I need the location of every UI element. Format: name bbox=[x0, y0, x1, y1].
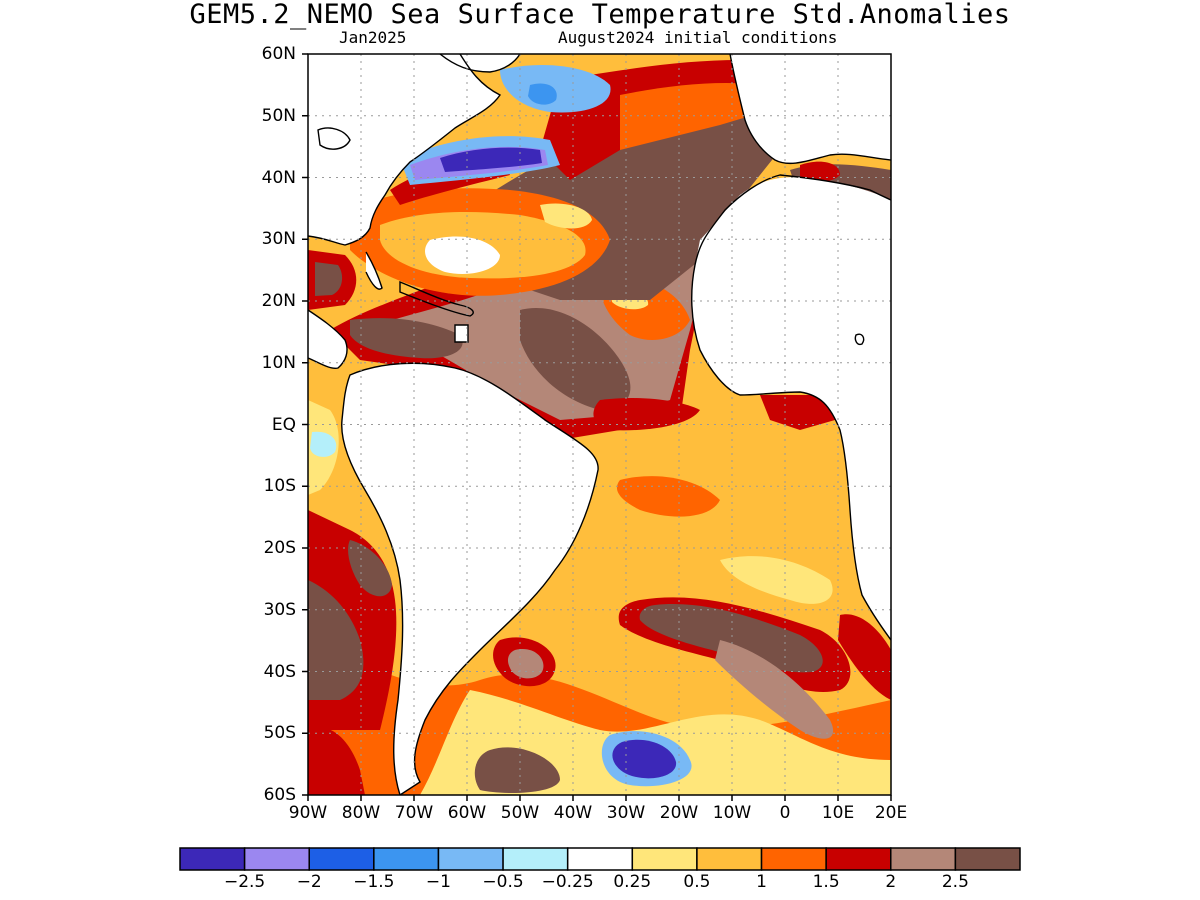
colorbar-label: −1.5 bbox=[353, 872, 395, 892]
longitude-label: 70W bbox=[394, 803, 434, 823]
anomaly-region bbox=[350, 318, 463, 359]
longitude-label: 90W bbox=[288, 803, 328, 823]
anomaly-region bbox=[800, 161, 840, 182]
colorbar-swatch bbox=[502, 847, 569, 871]
colorbar-label: 2 bbox=[885, 872, 897, 892]
colorbar-swatch bbox=[631, 847, 698, 871]
anomaly-region bbox=[308, 580, 364, 700]
land-central-america bbox=[308, 310, 348, 369]
anomaly-region bbox=[310, 431, 337, 457]
colorbar-swatch bbox=[890, 847, 957, 871]
latitude-label: 20S bbox=[263, 538, 296, 558]
colorbar-label: −0.5 bbox=[482, 872, 524, 892]
colorbar-label: 2.5 bbox=[941, 872, 969, 892]
anomaly-region bbox=[540, 203, 592, 229]
colorbar-label: 0.5 bbox=[683, 872, 711, 892]
colorbar-label: −2 bbox=[296, 872, 322, 892]
latitude-label: 40N bbox=[261, 167, 296, 188]
land-africa bbox=[691, 177, 891, 640]
anomaly-region bbox=[425, 236, 500, 275]
longitude-label: 50W bbox=[500, 803, 540, 823]
latitude-label: 60N bbox=[261, 44, 296, 64]
anomaly-region bbox=[612, 739, 677, 779]
colorbar-swatch bbox=[373, 847, 440, 871]
forecast-month: Jan2025 bbox=[339, 28, 407, 47]
colorbar-swatch bbox=[308, 847, 375, 871]
latitude-label: 40S bbox=[263, 661, 296, 682]
colorbar-label: −2.5 bbox=[223, 872, 266, 892]
longitude-label: 30W bbox=[606, 803, 646, 823]
anomaly-region bbox=[720, 556, 833, 604]
colorbar-label: 0.25 bbox=[613, 872, 652, 892]
colorbar-swatch bbox=[760, 847, 827, 871]
anomaly-region bbox=[348, 540, 392, 597]
colorbar-label: −1 bbox=[425, 872, 451, 892]
latitude-label: 50N bbox=[261, 105, 296, 126]
anomaly-region bbox=[593, 398, 700, 431]
colorbar-label: −0.25 bbox=[541, 872, 594, 892]
longitude-label: 80W bbox=[341, 803, 381, 823]
longitude-label: 40W bbox=[553, 803, 593, 823]
map-title: GEM5.2_NEMO Sea Surface Temperature Std.… bbox=[189, 0, 1011, 30]
land-europe bbox=[730, 54, 891, 164]
longitude-label: 0 bbox=[779, 803, 791, 823]
land-florida bbox=[366, 252, 382, 290]
colorbar-swatch bbox=[437, 847, 504, 871]
longitude-label: 10E bbox=[821, 803, 855, 823]
anomaly-region bbox=[500, 65, 611, 113]
colorbar-swatch bbox=[243, 847, 310, 871]
colorbar-swatch bbox=[696, 847, 763, 871]
anomaly-region bbox=[507, 649, 544, 679]
latitude-label: 10S bbox=[263, 476, 296, 497]
graticule bbox=[308, 54, 891, 795]
anomaly-region bbox=[639, 604, 823, 673]
latitude-label: EQ bbox=[271, 414, 296, 435]
colorbar-label: 1.5 bbox=[812, 872, 840, 892]
anomaly-region bbox=[528, 83, 557, 105]
anomaly-region bbox=[715, 640, 834, 739]
land-south-america bbox=[341, 363, 599, 795]
anomaly-region bbox=[308, 727, 365, 795]
latitude-label: 30S bbox=[263, 599, 296, 620]
coastlines bbox=[308, 54, 891, 795]
colorbar-label: 1 bbox=[756, 872, 767, 892]
anomaly-region bbox=[620, 83, 770, 150]
latitude-label: 20N bbox=[261, 291, 296, 311]
latitude-label: 30N bbox=[261, 229, 296, 250]
colorbar-swatch bbox=[179, 847, 246, 871]
anomaly-region bbox=[474, 747, 560, 793]
axis-ticks bbox=[302, 53, 892, 801]
longitude-label: 20E bbox=[874, 803, 908, 823]
colorbar-swatch bbox=[954, 847, 1021, 871]
longitude-label: 60W bbox=[447, 803, 487, 823]
longitude-label: 10W bbox=[712, 803, 752, 823]
anomaly-region bbox=[760, 395, 835, 430]
colorbar-swatch bbox=[566, 847, 634, 871]
latitude-label: 50S bbox=[263, 723, 296, 744]
anomaly-region bbox=[315, 262, 343, 296]
land-north-america bbox=[308, 54, 500, 245]
land-greenland-iceland bbox=[440, 54, 520, 72]
anomaly-region bbox=[838, 614, 891, 700]
anomaly-region bbox=[520, 308, 631, 410]
latitude-label: 10N bbox=[261, 352, 296, 373]
longitude-label: 20W bbox=[659, 803, 699, 823]
latitude-label: 60S bbox=[263, 785, 296, 805]
colorbar-swatch bbox=[825, 847, 892, 871]
anomaly-region bbox=[440, 147, 542, 172]
initial-conditions-label: August2024 initial conditions bbox=[558, 28, 838, 47]
